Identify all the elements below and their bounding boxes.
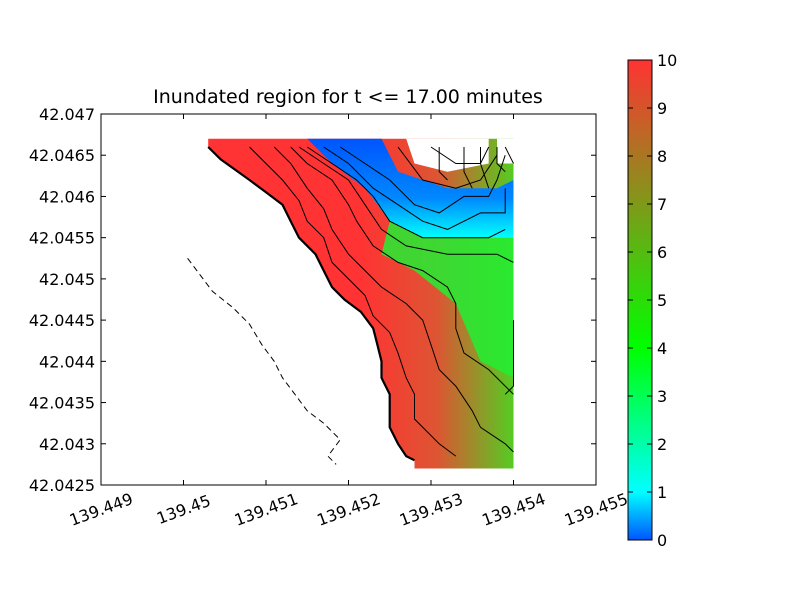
contour-line: [339, 146, 506, 214]
x-tick-label: 139.455: [562, 489, 631, 529]
contour-line: [323, 146, 506, 230]
y-tick-label: 42.0445: [29, 311, 95, 330]
contour-line: [438, 147, 448, 181]
colorbar: 0 1 2 3 4 5 6 7 8 9 10: [627, 51, 677, 550]
colorbar-tick-label: 2: [657, 435, 667, 454]
colorbar-tick-label: 4: [657, 339, 667, 358]
contour-line: [430, 146, 490, 164]
y-tick-label: 42.043: [39, 435, 95, 454]
contour-line: [273, 146, 514, 453]
inundation-boundary: [207, 146, 415, 462]
colorbar-tick-label: 10: [657, 51, 677, 70]
x-tick-label: 139.451: [232, 489, 301, 529]
dry-gap: [497, 138, 514, 164]
y-tick-label: 42.046: [39, 187, 95, 206]
colorbar-tick-label: 8: [657, 147, 667, 166]
colorbar-ticks: 0 1 2 3 4 5 6 7 8 9 10: [628, 51, 677, 550]
colorbar-tick-label: 9: [657, 99, 667, 118]
y-tick-label: 42.0465: [29, 146, 95, 165]
colorbar-tick-label: 3: [657, 387, 667, 406]
very-shallow-area: [307, 138, 514, 238]
y-tick-label: 42.044: [39, 352, 95, 371]
x-tick-label: 139.452: [314, 489, 383, 529]
y-tick-label: 42.0455: [29, 229, 95, 248]
colorbar-tick-label: 5: [657, 291, 667, 310]
contour-line: [463, 147, 473, 189]
colorbar-tick-label: 0: [657, 531, 667, 550]
contour-lines: [187, 146, 514, 465]
contour-line: [397, 146, 498, 189]
contour-line: [298, 146, 514, 263]
contour-line: [496, 147, 506, 173]
y-tick-label: 42.045: [39, 270, 95, 289]
contour-line: [306, 146, 506, 239]
colorbar-tick-label: 7: [657, 195, 667, 214]
contour-line: [249, 146, 457, 457]
y-tick-label: 42.0435: [29, 394, 95, 413]
shallow-area: [381, 221, 514, 378]
contour-line: [504, 320, 514, 395]
contour-line: [504, 146, 514, 164]
y-tick-label: 42.0425: [29, 476, 95, 495]
y-tick-label: 42.047: [39, 105, 95, 124]
x-tick-label: 139.453: [397, 489, 466, 529]
colorbar-tick-label: 6: [657, 243, 667, 262]
inundation-heatmap: [208, 138, 514, 469]
x-tick-label: 139.449: [67, 489, 136, 529]
shoreline-dashed: [187, 257, 341, 465]
x-tick-label: 139.454: [479, 489, 548, 529]
contour-line: [480, 147, 490, 189]
chart-title: Inundated region for t <= 17.00 minutes: [153, 86, 543, 108]
contour-line: [290, 146, 514, 395]
x-tick-label: 139.45: [154, 491, 213, 528]
y-axis: 42.0425 42.043 42.0435 42.044 42.0445 42.045 4…: [29, 105, 596, 495]
colorbar-tick-label: 1: [657, 483, 667, 502]
